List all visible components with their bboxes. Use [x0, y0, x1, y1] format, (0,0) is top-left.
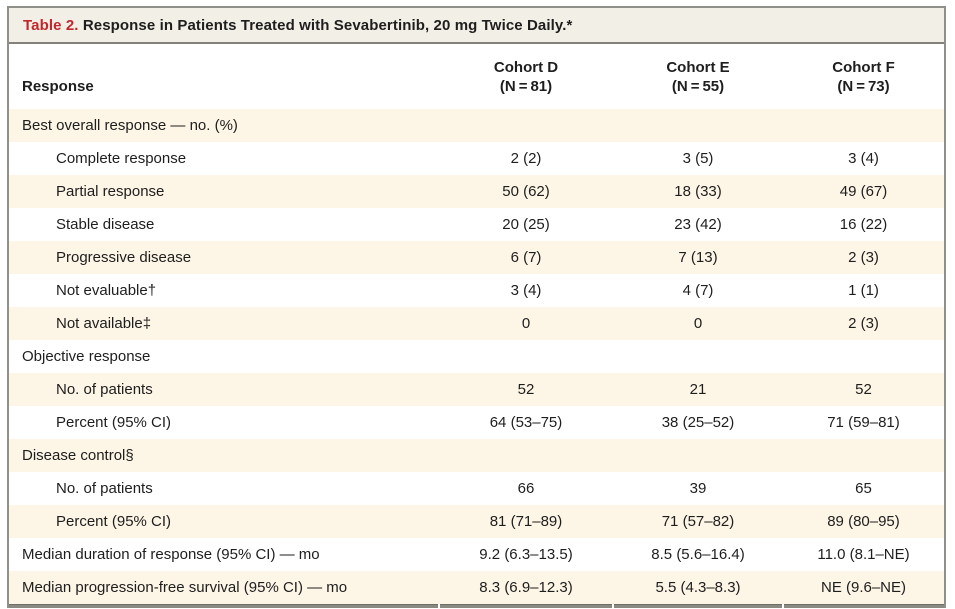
row-label: No. of patients: [56, 480, 153, 497]
row-label: Objective response: [22, 348, 151, 365]
table-row: Disease control§: [9, 439, 944, 472]
row-label: Partial response: [56, 183, 165, 200]
row-value: 20 (25): [502, 216, 550, 233]
cohort-d-name: Cohort D: [493, 59, 559, 76]
row-value: 4 (7): [682, 282, 714, 299]
row-label: Median duration of response (95% CI) — m…: [22, 546, 320, 563]
row-value: 7 (13): [678, 249, 718, 266]
row-value: [783, 340, 944, 373]
table-bottom-rule: [9, 604, 944, 608]
row-value: 11.0 (8.1–NE): [817, 546, 910, 563]
bottom-rule-segment: [9, 604, 438, 608]
row-value: 8.5 (5.6–16.4): [651, 546, 745, 563]
table-row: No. of patients 52 21 52: [9, 373, 944, 406]
row-value: 89 (80–95): [827, 513, 900, 530]
row-value: 2 (2): [510, 150, 542, 167]
header-cohort-f: Cohort F (N = 73): [783, 44, 944, 109]
row-value: 0: [521, 315, 531, 332]
header-response: Response: [9, 44, 439, 109]
row-value: 3 (4): [510, 282, 542, 299]
response-table: Response Cohort D (N = 81) Cohort E (N =…: [9, 44, 944, 604]
row-value: 3 (5): [682, 150, 714, 167]
row-value: 52: [517, 381, 535, 398]
row-value: [613, 439, 783, 472]
row-value: [613, 340, 783, 373]
row-value: [783, 439, 944, 472]
row-value: 2 (3): [848, 315, 879, 332]
table-body: Best overall response — no. (%) Complete …: [9, 109, 944, 604]
row-value: [783, 109, 944, 142]
row-value: 71 (57–82): [661, 513, 735, 530]
table-row: Percent (95% CI) 64 (53–75) 38 (25–52) 71 (…: [9, 406, 944, 439]
bottom-rule-segment: [614, 604, 782, 608]
table-row: Stable disease 20 (25) 23 (42) 16 (22): [9, 208, 944, 241]
row-value: NE (9.6–NE): [820, 579, 907, 596]
row-label: Best overall response — no. (%): [22, 117, 238, 134]
header-row: Response Cohort D (N = 81) Cohort E (N =…: [9, 44, 944, 109]
row-value: 9.2 (6.3–13.5): [479, 546, 573, 563]
bottom-rule-segment: [440, 604, 612, 608]
row-label: Not available‡: [56, 315, 152, 332]
row-value: 6 (7): [510, 249, 542, 266]
row-value: 71 (59–81): [827, 414, 900, 431]
cohort-f-n: (N = 73): [837, 78, 890, 95]
header-cohort-d: Cohort D (N = 81): [439, 44, 613, 109]
row-label: Not evaluable†: [56, 282, 157, 299]
row-value: 21: [689, 381, 707, 398]
table-row: Best overall response — no. (%): [9, 109, 944, 142]
row-value: 52: [855, 381, 872, 398]
header-cohort-e: Cohort E (N = 55): [613, 44, 783, 109]
table-row: No. of patients 66 39 65: [9, 472, 944, 505]
row-value: 49 (67): [839, 183, 888, 200]
row-value: [613, 109, 783, 142]
cohort-e-name: Cohort E: [666, 59, 730, 76]
row-value: 38 (25–52): [661, 414, 735, 431]
table-row: Median progression-free survival (95% CI…: [9, 571, 944, 604]
bottom-rule-segment: [784, 604, 944, 608]
results-table-card: Table 2. Response in Patients Treated wi…: [7, 6, 946, 608]
table-header: Response Cohort D (N = 81) Cohort E (N =…: [9, 44, 944, 109]
row-value: [439, 439, 613, 472]
table-row: Objective response: [9, 340, 944, 373]
table-title-text: Response in Patients Treated with Sevabe…: [78, 17, 573, 34]
row-value: 23 (42): [674, 216, 722, 233]
row-value: 18 (33): [674, 183, 722, 200]
table-row: Complete response 2 (2) 3 (5) 3 (4): [9, 142, 944, 175]
row-value: 0: [693, 315, 703, 332]
cohort-e-n: (N = 55): [671, 78, 725, 95]
row-label: Stable disease: [56, 216, 155, 233]
row-value: 50 (62): [502, 183, 550, 200]
row-value: 66: [517, 480, 535, 497]
cohort-f-name: Cohort F: [832, 59, 895, 76]
table-title: Table 2. Response in Patients Treated wi…: [9, 8, 944, 44]
row-value: 16 (22): [839, 216, 888, 233]
row-label: Disease control§: [22, 447, 134, 464]
row-value: 2 (3): [848, 249, 879, 266]
row-value: 3 (4): [848, 150, 879, 167]
row-label: Progressive disease: [56, 249, 192, 266]
row-label: Complete response: [56, 150, 187, 167]
table-row: Median duration of response (95% CI) — m…: [9, 538, 944, 571]
row-value: 39: [689, 480, 707, 497]
row-value: 8.3 (6.9–12.3): [479, 579, 573, 596]
table-row: Percent (95% CI) 81 (71–89) 71 (57–82) 89 (…: [9, 505, 944, 538]
row-value: 1 (1): [848, 282, 879, 299]
row-value: 5.5 (4.3–8.3): [655, 579, 741, 596]
row-value: 65: [855, 480, 872, 497]
table-number-label: Table 2.: [23, 17, 79, 34]
table-row: Partial response 50 (62) 18 (33) 49 (67): [9, 175, 944, 208]
row-label: No. of patients: [56, 381, 153, 398]
row-value: [439, 340, 613, 373]
row-label: Percent (95% CI): [56, 414, 172, 431]
table-row: Not available‡ 0 0 2 (3): [9, 307, 944, 340]
row-label: Median progression-free survival (95% CI…: [22, 579, 348, 596]
row-value: 64 (53–75): [489, 414, 563, 431]
cohort-d-n: (N = 81): [499, 78, 553, 95]
table-row: Progressive disease 6 (7) 7 (13) 2 (3): [9, 241, 944, 274]
row-value: 81 (71–89): [489, 513, 563, 530]
row-value: [439, 109, 613, 142]
table-row: Not evaluable† 3 (4) 4 (7) 1 (1): [9, 274, 944, 307]
row-label: Percent (95% CI): [56, 513, 172, 530]
